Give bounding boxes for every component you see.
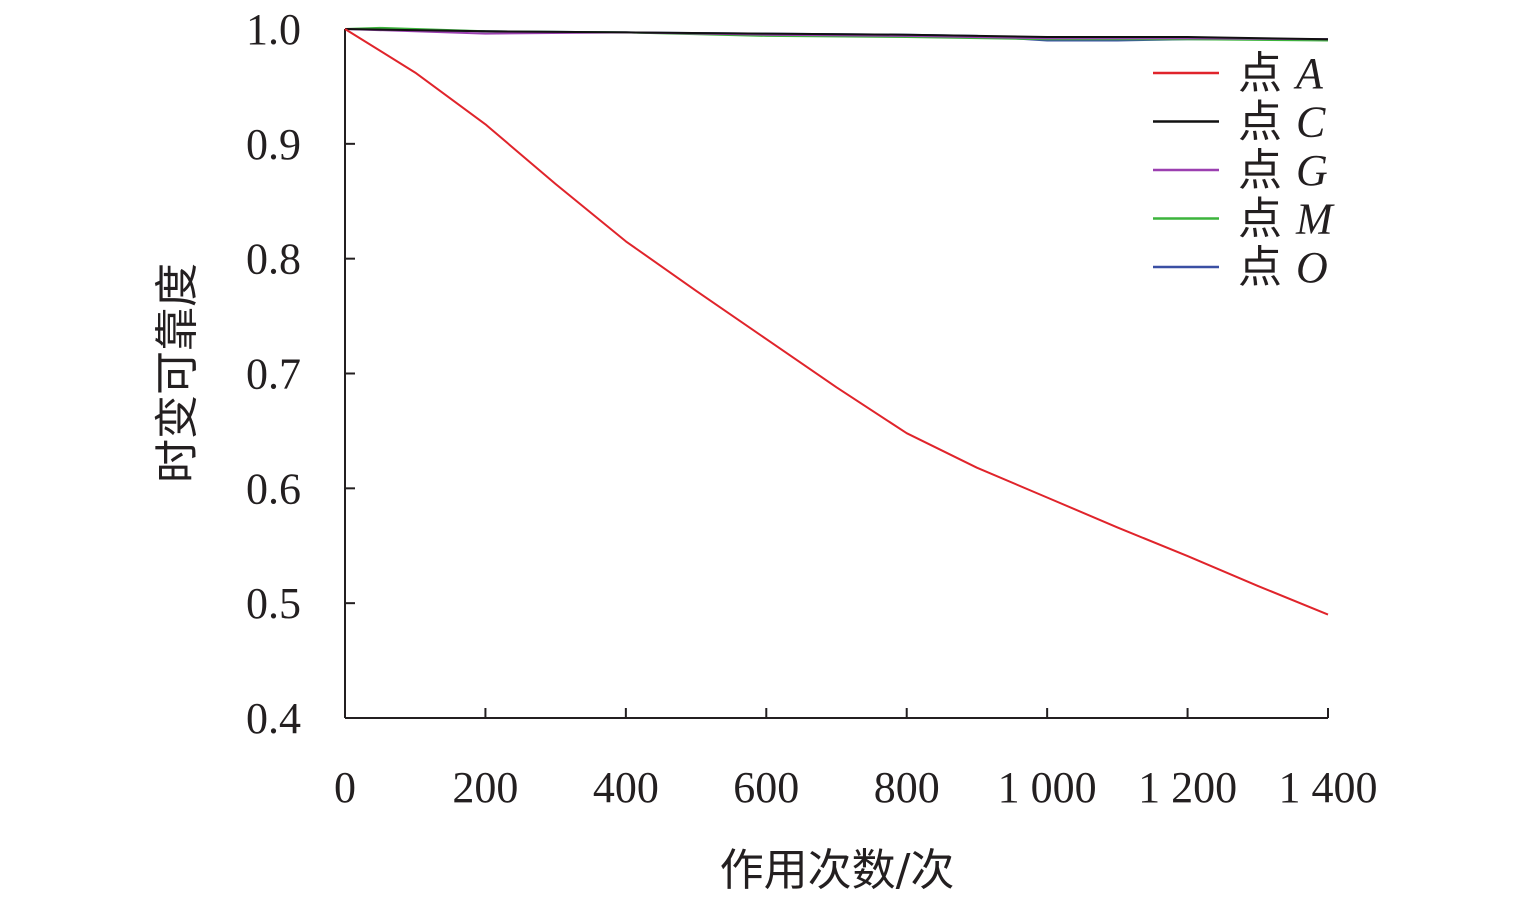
y-tick-label: 0.8 bbox=[246, 235, 301, 284]
y-tick-label: 0.5 bbox=[246, 579, 301, 628]
series-line-a bbox=[344, 28, 1329, 616]
series-line-g bbox=[344, 28, 1329, 41]
axes: 0.4 0.5 0.6 0.7 0.8 0.9 1.0 0 200 400 600 800 1 000 1… bbox=[246, 5, 1378, 812]
x-tick-label: 400 bbox=[593, 763, 659, 812]
x-tick-label: 0 bbox=[334, 763, 356, 812]
y-tick-label: 1.0 bbox=[246, 5, 301, 54]
series-layer bbox=[344, 26, 1329, 616]
y-tick-label: 0.9 bbox=[246, 120, 301, 169]
x-tick-label: 1 000 bbox=[998, 763, 1097, 812]
x-tick-label: 800 bbox=[874, 763, 940, 812]
y-tick-label: 0.4 bbox=[246, 694, 301, 743]
y-tick-label: 0.7 bbox=[246, 350, 301, 399]
x-tick-label: 600 bbox=[733, 763, 799, 812]
series-line-m bbox=[344, 26, 1329, 42]
legend-label-a: 点 A bbox=[1238, 48, 1324, 99]
legend-label-g: 点 G bbox=[1238, 145, 1328, 196]
x-axis-title: 作用次数/次 bbox=[720, 845, 955, 896]
x-tick-label: 1 400 bbox=[1279, 763, 1378, 812]
x-tick-label: 200 bbox=[452, 763, 518, 812]
series-line-c bbox=[344, 28, 1329, 41]
y-axis-title: 时变可靠度 bbox=[152, 263, 203, 483]
y-tick-label: 0.6 bbox=[246, 464, 301, 513]
legend-label-o: 点 O bbox=[1238, 242, 1328, 293]
legend-label-c: 点 C bbox=[1238, 97, 1326, 148]
x-tick-label: 1 200 bbox=[1138, 763, 1237, 812]
legend-label-m: 点 M bbox=[1238, 194, 1335, 245]
legend: 点 A点 C点 G点 M点 O bbox=[1153, 48, 1335, 293]
